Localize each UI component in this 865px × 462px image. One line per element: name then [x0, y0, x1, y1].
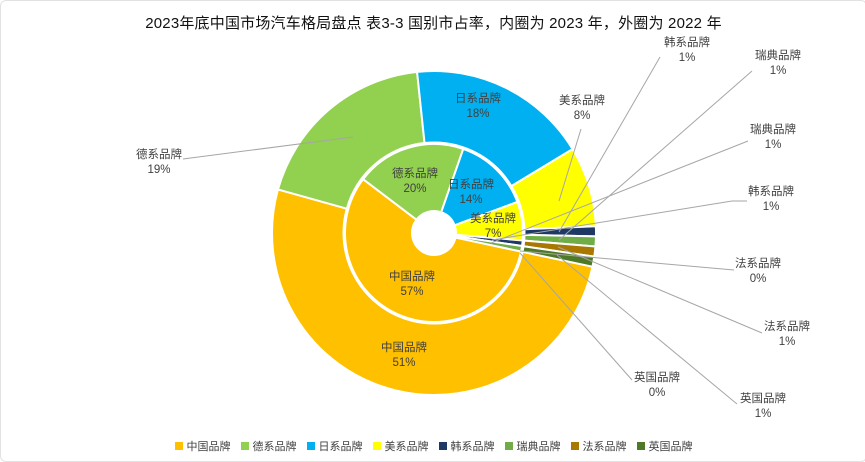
slice-outer-china: [271, 188, 594, 396]
label-inner-japan: 日系品牌 14%: [448, 178, 494, 206]
label-inner-usa: 美系品牌 7%: [470, 212, 516, 240]
legend-item-usa: 美系品牌: [372, 438, 429, 454]
label-inner-uk: 英国品牌 0%: [634, 371, 680, 399]
donut-rings: [271, 70, 597, 396]
legend-swatch-usa: [372, 442, 381, 450]
slice-outer-german: [276, 70, 426, 210]
legend-swatch-korea: [438, 442, 447, 450]
legend-item-china: 中国品牌: [174, 438, 231, 454]
leader-korea-inner: [491, 200, 747, 241]
legend-swatch-china: [174, 442, 183, 450]
label-outer-china: 中国品牌 51%: [381, 341, 427, 369]
label-outer-japan: 日系品牌 18%: [455, 92, 501, 120]
legend-swatch-france: [570, 442, 579, 450]
leader-uk-inner: [519, 252, 633, 381]
legend-swatch-uk: [636, 442, 645, 450]
legend-item-uk: 英国品牌: [636, 438, 693, 454]
slice-inner-german: [362, 143, 465, 221]
label-inner-france: 法系品牌 0%: [735, 257, 781, 285]
leader-sweden-outer: [558, 70, 753, 241]
legend-item-france: 法系品牌: [570, 438, 627, 454]
legend-label-china: 中国品牌: [186, 441, 231, 453]
label-inner-sweden: 瑞典品牌 1%: [750, 123, 796, 151]
chart-legend: 中国品牌 德系品牌 日系品牌 美系品牌 韩系品牌 瑞典品牌 法系品牌 英国品牌: [1, 438, 865, 454]
leader-france-inner: [519, 250, 735, 271]
legend-item-german: 德系品牌: [240, 438, 297, 454]
legend-swatch-german: [240, 442, 249, 450]
legend-label-japan: 日系品牌: [318, 441, 363, 453]
legend-label-france: 法系品牌: [582, 441, 627, 453]
legend-item-sweden: 瑞典品牌: [504, 438, 561, 454]
slice-inner-japan: [440, 147, 519, 227]
label-outer-france: 法系品牌 1%: [764, 320, 810, 348]
legend-label-korea: 韩系品牌: [450, 441, 495, 453]
label-inner-china: 中国品牌 57%: [389, 270, 435, 298]
label-outer-german: 德系品牌 19%: [136, 148, 182, 176]
leader-sweden-inner: [490, 140, 749, 244]
legend-item-japan: 日系品牌: [306, 438, 363, 454]
leader-lines: [182, 56, 763, 405]
legend-swatch-japan: [306, 442, 315, 450]
label-outer-usa: 美系品牌 8%: [559, 94, 605, 122]
legend-label-usa: 美系品牌: [384, 441, 429, 453]
legend-label-uk: 英国品牌: [648, 441, 693, 453]
leader-german-outer: [182, 136, 354, 160]
legend-item-korea: 韩系品牌: [438, 438, 495, 454]
leader-usa-outer: [558, 128, 582, 202]
leader-korea-outer: [558, 56, 661, 233]
legend-label-german: 德系品牌: [252, 441, 297, 453]
slice-inner-sweden: [454, 235, 524, 253]
label-outer-sweden: 瑞典品牌 1%: [755, 49, 801, 77]
label-outer-uk: 英国品牌 1%: [740, 392, 786, 420]
leader-uk-outer: [556, 254, 738, 405]
slice-outer-japan: [416, 70, 574, 188]
label-inner-korea: 韩系品牌 1%: [748, 185, 794, 213]
chart-title: 2023年底中国市场汽车格局盘点 表3-3 国别市占率，内圈为 2023 年，外…: [145, 15, 722, 32]
label-outer-korea: 韩系品牌 1%: [664, 36, 710, 64]
legend-label-sweden: 瑞典品牌: [516, 441, 561, 453]
leader-france-outer: [557, 246, 763, 334]
slice-inner-china: [344, 178, 523, 323]
legend-swatch-sweden: [504, 442, 513, 450]
label-inner-german: 德系品牌 20%: [392, 167, 438, 195]
